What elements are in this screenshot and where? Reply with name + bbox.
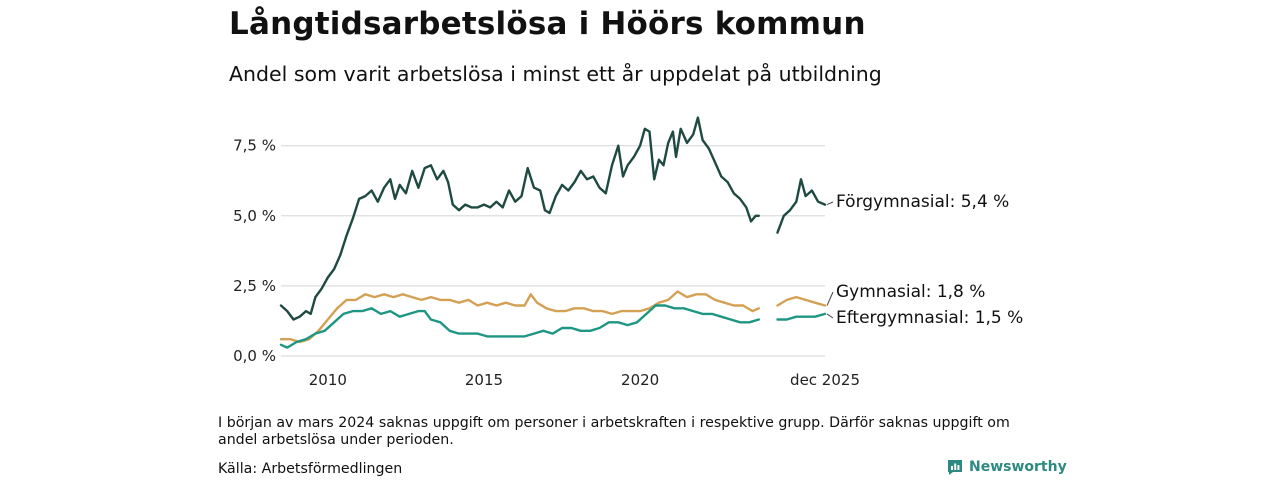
y-tick-label: 7,5 % <box>233 137 276 155</box>
series-line-förgymnasial <box>279 116 827 321</box>
newsworthy-logo-icon <box>948 460 962 475</box>
series-end-label: Förgymnasial: 5,4 % <box>836 192 1009 212</box>
y-tick-label: 5,0 % <box>233 207 276 225</box>
brand-name: Newsworthy <box>969 459 1067 475</box>
series-end-labels: Förgymnasial: 5,4 % Gymnasial: 1,8 % Efter… <box>826 192 1023 328</box>
series-lines <box>279 116 827 349</box>
label-connector <box>826 313 834 319</box>
label-connector <box>826 201 834 206</box>
x-axis-ticks: 2010 2015 2020 dec 2025 <box>309 371 860 389</box>
y-tick-label: 2,5 % <box>233 277 276 295</box>
chart-title: Långtidsarbetslösa i Höörs kommun <box>229 6 866 42</box>
brand-logo[interactable]: Newsworthy <box>946 458 1067 476</box>
grid-lines <box>281 145 825 357</box>
line-chart: 0,0 % 2,5 % 5,0 % 7,5 % 2010 2015 2020 dec 202… <box>233 116 1023 389</box>
y-axis-ticks: 0,0 % 2,5 % 5,0 % 7,5 % <box>233 137 276 365</box>
y-tick-label: 0,0 % <box>233 347 276 365</box>
series-line-gymnasial <box>279 290 827 344</box>
series-end-label: Eftergymnasial: 1,5 % <box>836 308 1023 328</box>
footnote: I början av mars 2024 saknas uppgift om … <box>218 415 1010 448</box>
x-tick-label: 2020 <box>621 371 659 389</box>
chart-subtitle: Andel som varit arbetslösa i minst ett å… <box>229 62 882 86</box>
source-credit: Källa: Arbetsförmedlingen <box>218 461 403 477</box>
series-line-eftergymnasial <box>279 304 827 349</box>
x-tick-label: dec 2025 <box>790 371 860 389</box>
x-tick-label: 2010 <box>309 371 347 389</box>
series-end-label: Gymnasial: 1,8 % <box>836 282 985 302</box>
label-connector <box>826 291 834 306</box>
x-tick-label: 2015 <box>465 371 503 389</box>
